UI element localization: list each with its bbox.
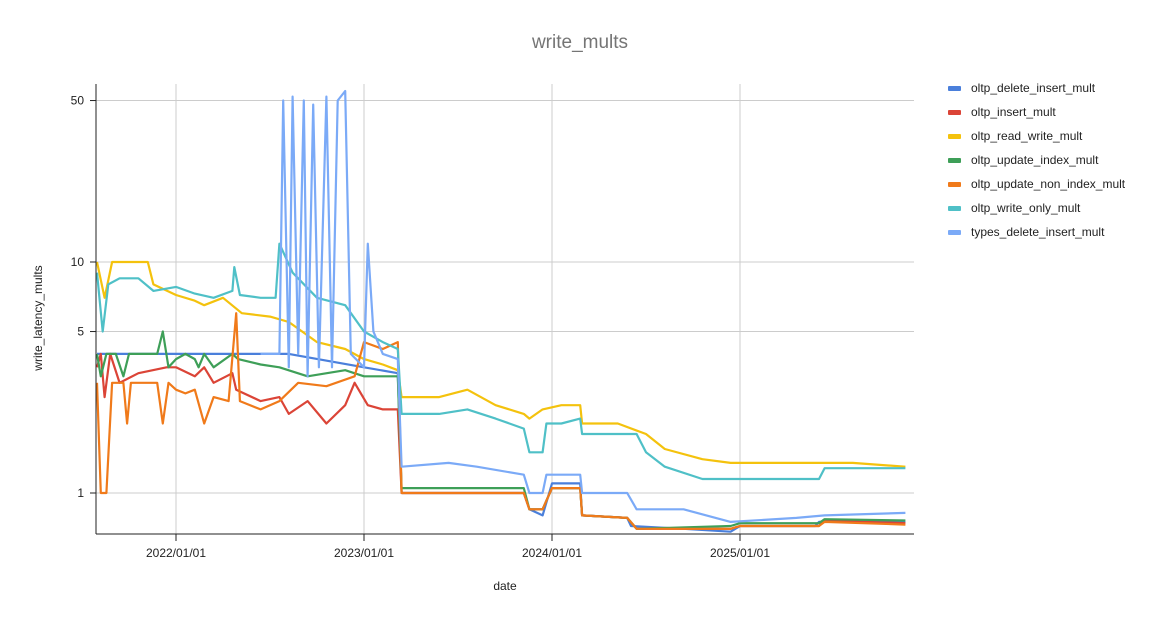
y-tick-label: 10 (71, 255, 85, 269)
legend-item[interactable]: oltp_delete_insert_mult (948, 76, 1125, 100)
legend-swatch-icon (948, 157, 961, 163)
series-line-oltp_update_non_index_mult (95, 312, 906, 530)
x-tick-label: 2024/01/01 (522, 546, 582, 560)
y-tick-label: 50 (71, 94, 85, 108)
legend-item[interactable]: types_delete_insert_mult (948, 220, 1125, 244)
x-axis-label: date (493, 579, 517, 593)
x-tick-label: 2022/01/01 (146, 546, 206, 560)
legend-label: oltp_insert_mult (971, 105, 1056, 119)
x-tick-label: 2023/01/01 (334, 546, 394, 560)
y-tick-label: 1 (77, 486, 84, 500)
legend-item[interactable]: oltp_insert_mult (948, 100, 1125, 124)
legend-label: oltp_read_write_mult (971, 129, 1083, 143)
chart-title: write_mults (531, 32, 629, 53)
series-line-oltp_insert_mult (95, 352, 906, 530)
y-tick-label: 5 (77, 325, 84, 339)
legend-swatch-icon (948, 85, 961, 91)
series-line-oltp_write_only_mult (95, 242, 906, 481)
legend-swatch-icon (948, 133, 961, 139)
legend-label: oltp_write_only_mult (971, 201, 1081, 215)
series-line-oltp_update_index_mult (95, 330, 906, 530)
legend-item[interactable]: oltp_read_write_mult (948, 124, 1125, 148)
legend-swatch-icon (948, 181, 961, 187)
legend-label: oltp_update_non_index_mult (971, 177, 1126, 191)
legend-swatch-icon (948, 229, 961, 235)
legend-swatch-icon (948, 205, 961, 211)
legend-item[interactable]: oltp_write_only_mult (948, 196, 1125, 220)
legend-label: types_delete_insert_mult (971, 225, 1105, 239)
legend-item[interactable]: oltp_update_non_index_mult (948, 172, 1125, 196)
legend-item[interactable]: oltp_update_index_mult (948, 148, 1125, 172)
legend-swatch-icon (948, 109, 961, 115)
legend-label: oltp_delete_insert_mult (971, 81, 1096, 95)
series-line-types_delete_insert_mult (260, 89, 906, 523)
x-tick-label: 2025/01/01 (710, 546, 770, 560)
legend-label: oltp_update_index_mult (971, 153, 1099, 167)
